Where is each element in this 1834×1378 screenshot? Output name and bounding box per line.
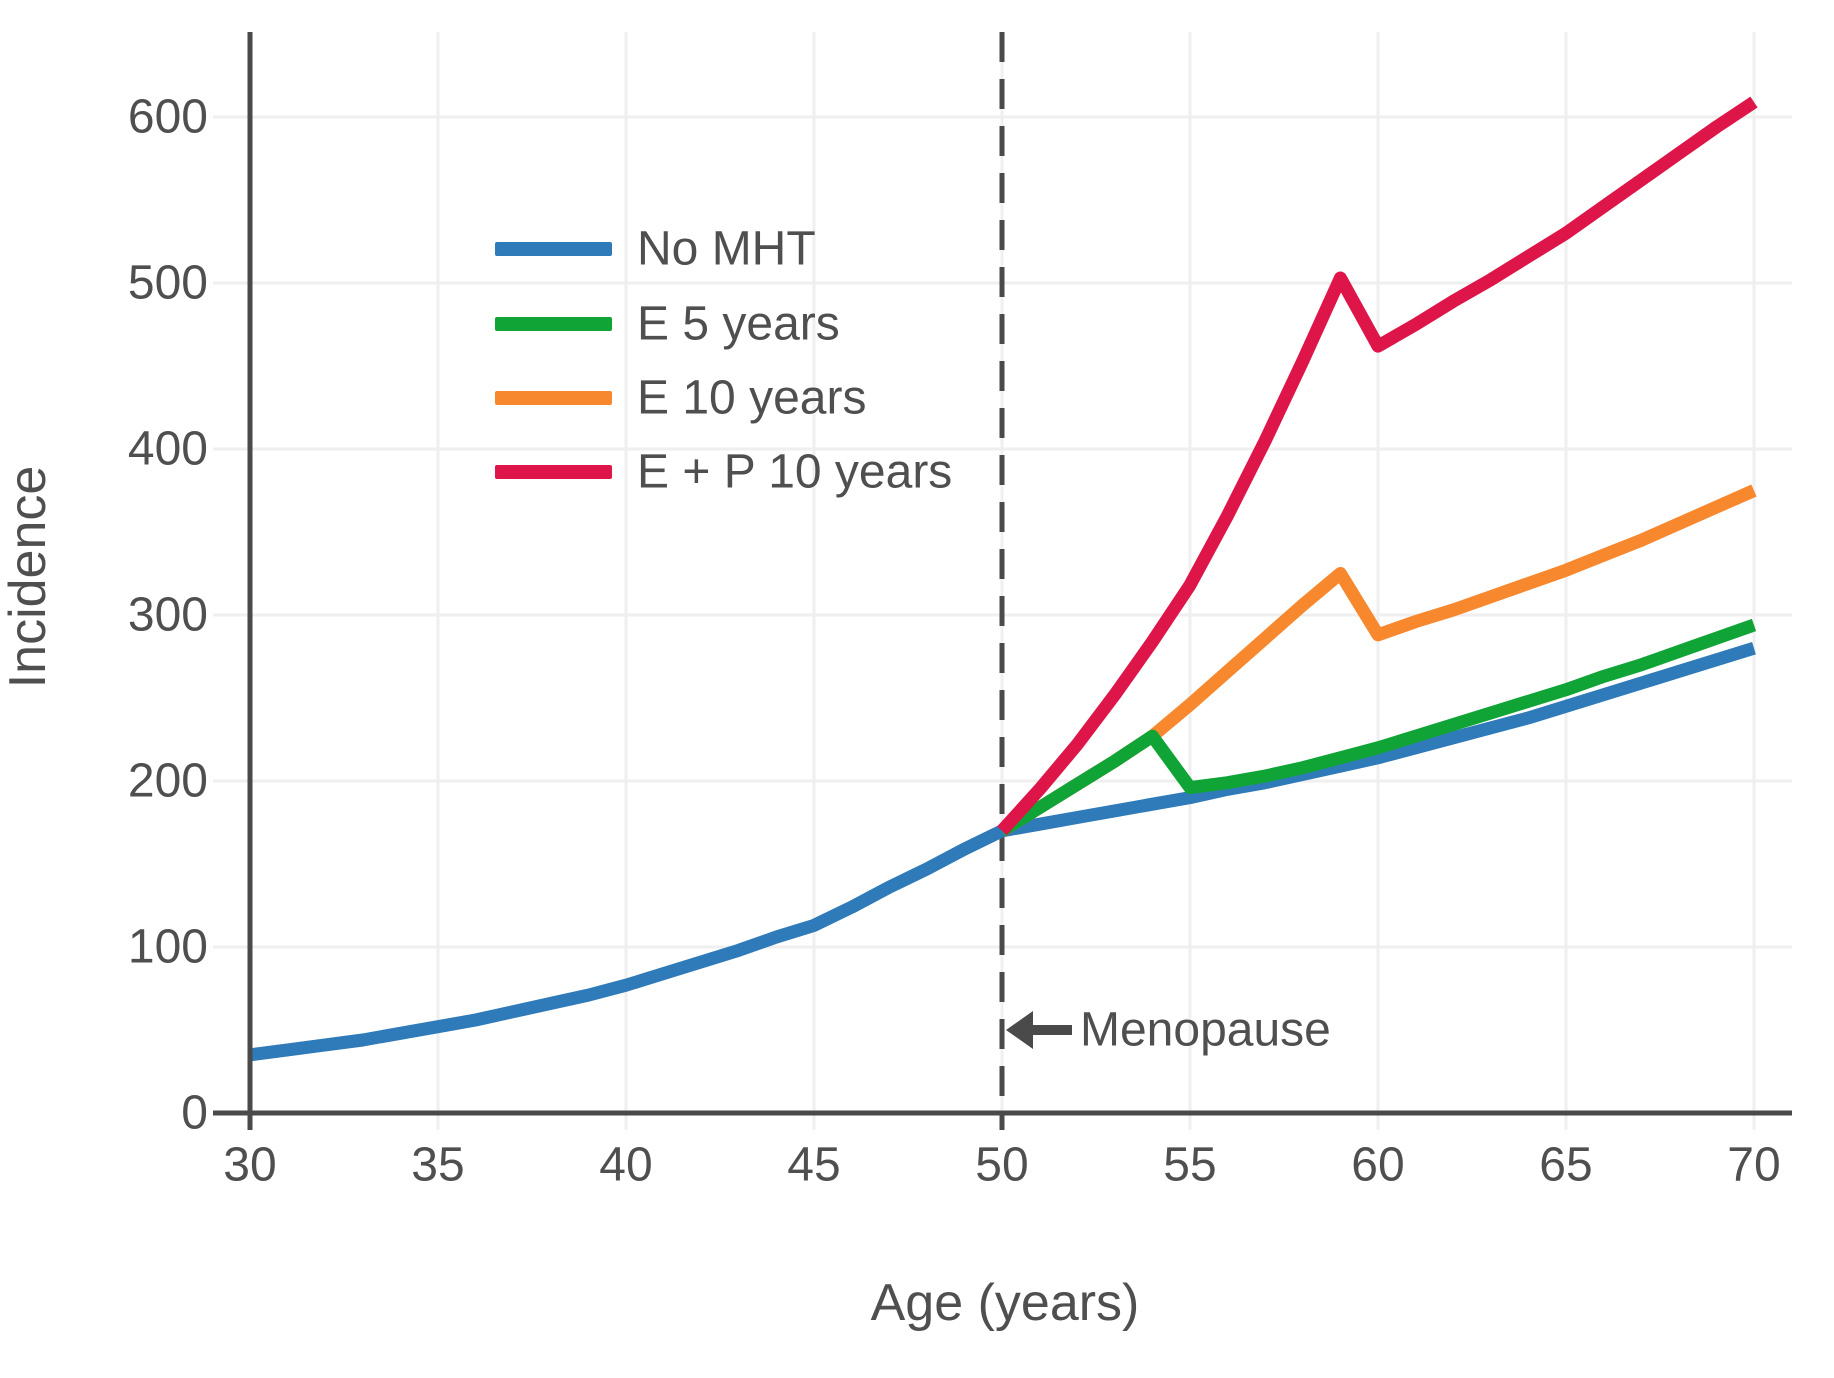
- x-tick-label: 30: [223, 1139, 276, 1192]
- menopause-arrow-tail: [1028, 1025, 1072, 1035]
- legend-label: E 5 years: [637, 298, 840, 351]
- y-axis-label: Incidence: [0, 466, 57, 689]
- legend-swatch: [495, 242, 612, 256]
- series-line-e-5-years: [998, 618, 1757, 837]
- legend-swatch: [495, 465, 612, 479]
- x-tick-label: 40: [599, 1139, 652, 1192]
- x-tick-label: 65: [1539, 1139, 1592, 1192]
- x-tick-label: 60: [1351, 1139, 1404, 1192]
- menopause-label: Menopause: [1080, 1004, 1331, 1057]
- y-tick-label: 300: [128, 589, 208, 642]
- y-tick-label: 400: [128, 423, 208, 476]
- legend-swatch: [495, 317, 612, 331]
- legend-label: No MHT: [637, 223, 816, 276]
- menopause-annotation: Menopause: [1006, 1004, 1331, 1057]
- x-tick-label: 70: [1727, 1139, 1780, 1192]
- x-tick-label: 35: [411, 1139, 464, 1192]
- y-tick-label: 500: [128, 257, 208, 310]
- legend: No MHT E 5 years E 10 years E + P 10 years: [495, 223, 952, 499]
- x-axis-label: Age (years): [871, 1274, 1140, 1332]
- tick-labels: 0 100 200 300 400 500 600 30 35 40 45 50 55 60 65 70: [128, 91, 1781, 1192]
- y-tick-label: 0: [181, 1087, 208, 1140]
- y-tick-label: 100: [128, 921, 208, 974]
- legend-label: E 10 years: [637, 372, 866, 425]
- legend-label: E + P 10 years: [637, 446, 952, 499]
- x-tick-label: 50: [975, 1139, 1028, 1192]
- y-tick-label: 200: [128, 755, 208, 808]
- legend-swatch: [495, 391, 612, 405]
- series-line-e-p-10-years: [997, 96, 1758, 836]
- x-tick-label: 45: [787, 1139, 840, 1192]
- y-tick-label: 600: [128, 91, 208, 144]
- menopause-arrow-icon: [1006, 1011, 1033, 1049]
- x-tick-label: 55: [1163, 1139, 1216, 1192]
